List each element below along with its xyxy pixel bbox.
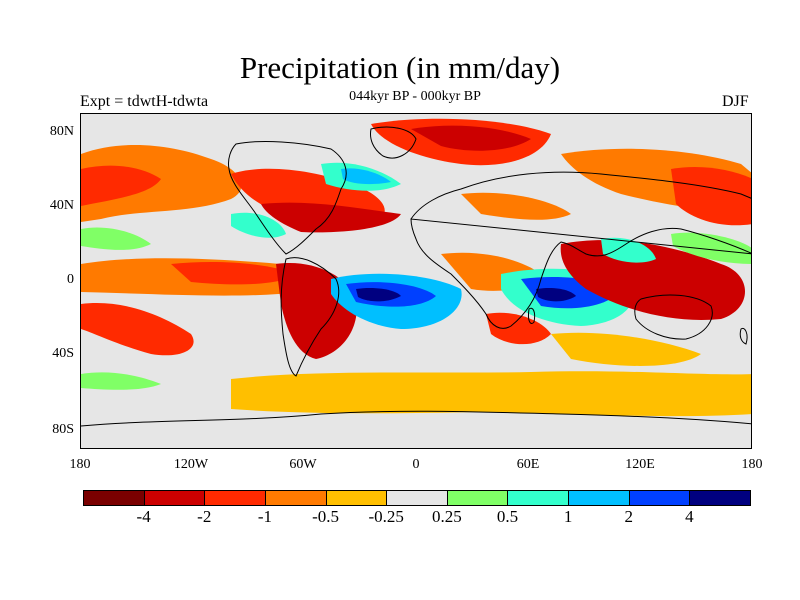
field-south-indian-dry (551, 332, 701, 366)
lat-label-80n: 80N (49, 124, 74, 139)
coastline-antarctica (81, 410, 751, 427)
map-title: Precipitation (in mm/day) (239, 50, 561, 85)
colorbar-swatch (507, 490, 570, 506)
field-west-pacific-wet (671, 232, 751, 264)
colorbar-label: 0.5 (496, 507, 519, 526)
experiment-label: Expt = tdwtH-tdwta (80, 93, 209, 110)
field-maritime-wet (601, 237, 656, 263)
colorbar-label: 2 (624, 507, 633, 526)
lon-label-120e: 120E (625, 457, 655, 472)
field-indian-ocean-deep (536, 287, 576, 302)
colorbar-swatch (689, 490, 751, 506)
coastline-greenland (370, 126, 417, 159)
field-europe-dry (461, 192, 571, 220)
coastline-new-zealand (739, 327, 748, 345)
field-southern-ocean-band (231, 371, 751, 417)
colorbar-label: -4 (136, 507, 151, 526)
field-south-atlantic-deep (356, 287, 401, 302)
coastline-madagascar (528, 307, 536, 324)
field-north-pacific-dry (81, 144, 242, 222)
colorbar-swatch (83, 490, 145, 506)
coastline-north-america (228, 141, 347, 255)
colorbar-swatch (628, 490, 691, 506)
colorbar-swatch (568, 490, 630, 506)
colorbar-swatch (204, 490, 266, 506)
colorbar-label: -0.25 (368, 507, 404, 526)
colorbar-swatch (446, 490, 509, 506)
precipitation-map (81, 118, 751, 427)
lat-label-80s: 80S (52, 422, 74, 437)
field-pacific-wet (81, 227, 151, 250)
field-tropical-pacific-core (171, 262, 296, 285)
lat-label-equator: 0 (67, 272, 74, 287)
coastline-australia (634, 294, 713, 340)
lat-label-40s: 40S (52, 346, 74, 361)
colorbar-swatch (143, 490, 206, 506)
coastlines (81, 126, 751, 427)
field-north-atlantic-wet-core (341, 168, 391, 185)
field-gulf-wet (231, 212, 286, 238)
field-south-pacific-dry (81, 303, 194, 356)
lon-label-60w: 60W (289, 457, 317, 472)
field-arctic-core (411, 125, 531, 151)
lon-label-0: 0 (412, 457, 420, 472)
colorbar-label: 0.25 (431, 507, 462, 526)
lat-label-40n: 40N (49, 198, 74, 213)
map-panel (80, 113, 752, 449)
lon-label-120w: 120W (173, 457, 209, 472)
colorbar-label: 1 (563, 507, 573, 526)
lon-label-180e: 180 (741, 457, 763, 472)
colorbar-label: -0.5 (312, 507, 339, 526)
coastline-africa-eurasia (410, 171, 751, 329)
map-subtitle: 044kyr BP - 000kyr BP (349, 89, 481, 104)
coastline-south-america (280, 257, 340, 377)
colorbar-swatch (264, 490, 327, 506)
season-label: DJF (722, 93, 749, 110)
lon-label-60e: 60E (516, 457, 540, 472)
field-east-asia-dry (671, 167, 751, 226)
colorbar-swatch (386, 490, 448, 506)
field-north-atlantic-dry (261, 202, 401, 233)
anomaly-fields (81, 118, 751, 417)
field-north-pacific-core (81, 165, 161, 206)
colorbar-label: -2 (197, 507, 212, 526)
colorbar-label: -1 (257, 507, 272, 526)
lon-label-180w: 180 (69, 457, 91, 472)
colorbar-swatch (325, 490, 388, 506)
colorbar-label: 4 (685, 507, 694, 526)
field-maritime-dry (560, 240, 745, 320)
field-southwest-pacific-wet (81, 372, 161, 390)
field-madagascar-dry (486, 312, 551, 345)
